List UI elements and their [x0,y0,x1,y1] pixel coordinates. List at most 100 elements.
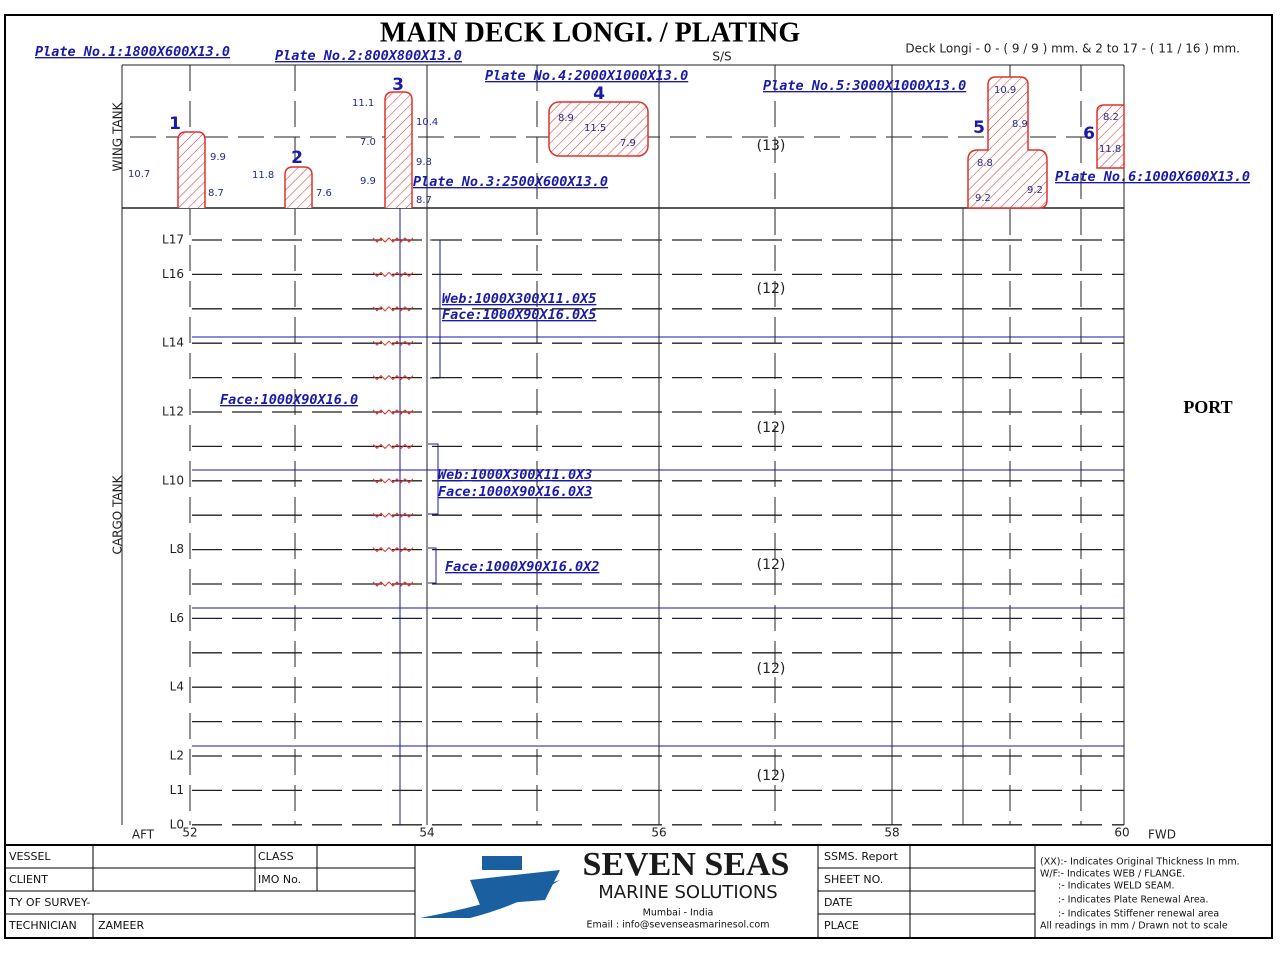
company-sub: MARINE SOLUTIONS [598,882,777,903]
plate-number: 2 [291,148,303,168]
thickness-reading: 8.7 [208,188,224,199]
compartment-label: (12) [757,768,786,784]
company-name: SEVEN SEAS [583,846,790,883]
longi-label: L2 [170,749,184,763]
longi-label: L1 [170,783,184,797]
weld-seam [372,409,414,415]
stiffener-note: Face:1000X90X16.0 [220,392,358,408]
plate-number: 5 [973,118,985,138]
plate-number: 3 [392,75,404,95]
plate-number: 6 [1083,124,1095,144]
plate-number: 1 [169,114,181,134]
longi-label: L14 [162,336,184,350]
footer-field: IMO No. [258,873,301,886]
thickness-reading: 11.1 [352,98,374,109]
legend-entry: :- Indicates WELD SEAM. [1058,881,1175,892]
weld-seam [372,581,414,587]
thickness-reading: 10.7 [128,169,150,180]
plate-label: Plate No.4:2000X1000X13.0 [485,68,688,84]
thickness-reading: 9.2 [975,193,991,204]
longi-label: L0 [170,817,184,831]
thickness-reading: 8.7 [416,195,432,206]
company-location: Mumbai - India [643,908,714,919]
footer-field: TY OF SURVEY- [8,896,90,909]
stiffener-note: Face:1000X90X16.0X2 [445,559,599,575]
compartment-label: (12) [757,420,786,436]
footer-field: TECHNICIAN [8,919,77,932]
footer-field: CLASS [258,850,294,863]
longi-label: L17 [162,233,184,247]
legend-entry: :- Indicates Plate Renewal Area. [1058,895,1209,906]
deck-note: Deck Longi - 0 - ( 9 / 9 ) mm. & 2 to 17… [905,42,1240,56]
thickness-reading: 9.9 [210,152,226,163]
legend-entry: :- Indicates Stiffener renewal area [1058,909,1219,920]
plate-label: Plate No.5:3000X1000X13.0 [763,78,966,94]
thickness-reading: 7.9 [620,138,636,149]
frame-number: 58 [884,826,899,840]
footer-field: SSMS. Report [824,850,899,863]
weld-seam [372,340,414,346]
thickness-reading: 7.0 [360,137,376,148]
stiffener-note: Web:1000X300X11.0X5 [442,291,596,307]
thickness-reading: 8.9 [558,113,574,124]
thickness-reading: 9.8 [416,157,432,168]
weld-seam [372,512,414,518]
plate-number: 4 [593,84,605,104]
thickness-reading: 7.6 [316,188,332,199]
longi-label: L10 [162,473,184,487]
stiffener-note: Face:1000X90X16.0X3 [438,484,592,500]
footer [4,844,1273,939]
thickness-reading: 8.2 [1103,112,1119,123]
thickness-reading: 11.5 [584,123,606,134]
legend-entry: (XX):- Indicates Original Thickness In m… [1040,857,1240,868]
compartment-label: (13) [757,138,786,154]
zone-label: CARGO TANK [111,474,125,554]
thickness-reading: 11.8 [1099,144,1121,155]
footer-field: VESSEL [9,850,51,863]
compartment-label: (12) [757,557,786,573]
thickness-reading: 9.9 [360,176,376,187]
zone-label: WING TANK [111,101,125,171]
plate-label: Plate No.1:1800X600X13.0 [35,44,230,60]
thickness-reading: 11.8 [252,170,274,181]
plate-label: Plate No.6:1000X600X13.0 [1055,169,1250,185]
weld-seam [372,546,414,553]
thickness-reading: 10.9 [994,85,1016,96]
plates [177,76,1125,209]
longi-label: L16 [162,267,184,281]
stiffener-note: Web:1000X300X11.0X3 [438,467,592,483]
footer-field: CLIENT [9,873,48,886]
weld-seam [372,478,414,484]
compartment-label: (12) [757,281,786,297]
weld-seam [372,271,414,278]
compartment-label: (12) [757,661,786,677]
thickness-reading: 8.8 [977,158,993,169]
frame-number: 56 [651,826,666,840]
longi-label: L8 [170,542,184,556]
footer-field: SHEET NO. [824,873,883,886]
frame-number: 54 [419,826,434,840]
title: MAIN DECK LONGI. / PLATING [380,17,801,48]
company-email: Email : info@sevenseasmarinesol.com [587,920,770,931]
thickness-reading: 10.4 [416,117,438,128]
fwd-label: FWD [1148,828,1176,842]
weld-seam [372,374,414,381]
plate-label: Plate No.2:800X800X13.0 [275,48,462,64]
plate-label: Plate No.3:2500X600X13.0 [413,174,608,190]
ss: S/S [712,50,731,64]
weld-seam [372,443,414,450]
footer-field: DATE [824,896,853,909]
legend-entry: W/F:- Indicates WEB / FLANGE. [1040,869,1185,880]
aft-label: AFT [132,828,155,842]
weld-seam [372,306,414,312]
frame-number: 60 [1114,826,1129,840]
longi-label: L6 [170,611,184,625]
footer-field: ZAMEER [98,919,144,932]
thickness-reading: 9.2 [1027,185,1043,196]
legend-entry: All readings in mm / Drawn not to scale [1040,921,1228,932]
longi-label: L4 [170,680,184,694]
frame-number: 52 [182,826,197,840]
side-label: PORT [1183,397,1232,417]
footer-field: PLACE [824,919,859,932]
